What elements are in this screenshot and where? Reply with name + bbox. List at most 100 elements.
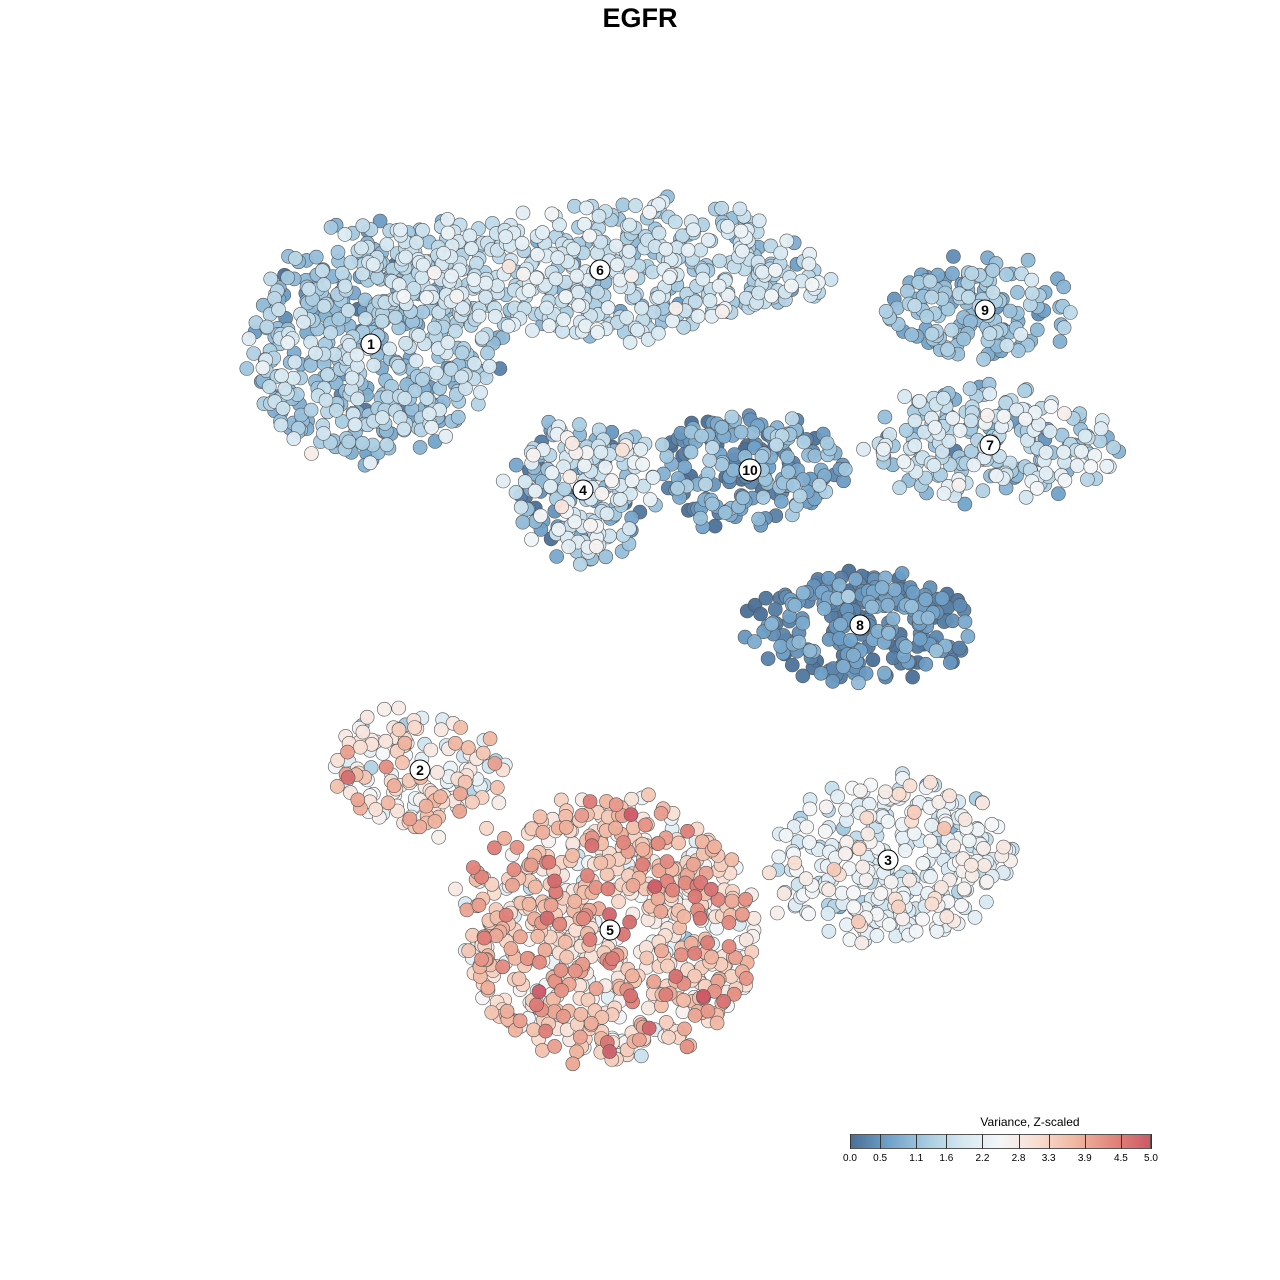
data-point <box>419 290 434 305</box>
data-point <box>702 452 718 468</box>
cluster-label-badge <box>572 479 594 501</box>
data-point <box>527 879 543 895</box>
data-point <box>846 899 862 915</box>
data-point <box>574 808 590 823</box>
data-point <box>408 353 424 369</box>
data-point <box>905 669 920 685</box>
cluster-label-10: 10 <box>738 458 762 482</box>
data-point <box>639 950 655 966</box>
data-point <box>931 795 947 810</box>
data-point <box>479 820 494 836</box>
data-point <box>549 549 565 564</box>
colorbar-tick-mark <box>982 1134 984 1149</box>
data-point <box>961 833 977 849</box>
data-point <box>567 963 583 979</box>
data-point <box>833 617 848 632</box>
data-point <box>709 1015 725 1031</box>
data-point <box>934 591 950 606</box>
data-point <box>771 849 787 865</box>
data-point <box>379 237 395 252</box>
data-point <box>431 829 447 845</box>
data-point <box>724 409 740 425</box>
data-point <box>919 309 935 324</box>
data-point <box>996 839 1011 855</box>
data-point <box>478 289 493 305</box>
data-point <box>813 665 829 681</box>
data-point <box>854 935 870 951</box>
data-point <box>296 314 311 330</box>
data-point <box>375 746 391 761</box>
data-point <box>807 448 823 464</box>
data-point <box>907 438 923 453</box>
data-point <box>579 200 594 216</box>
data-point <box>802 801 818 817</box>
data-point <box>720 219 735 234</box>
data-point <box>280 270 296 285</box>
data-point <box>858 872 874 888</box>
data-point <box>554 983 569 998</box>
data-point <box>474 951 489 967</box>
data-point <box>529 270 544 286</box>
data-point <box>795 668 811 684</box>
cluster-label-badge <box>409 759 431 781</box>
data-point <box>590 325 605 340</box>
data-point <box>543 897 559 913</box>
data-point <box>433 722 449 738</box>
data-point <box>686 222 701 238</box>
data-point <box>513 499 529 515</box>
data-point <box>966 457 982 473</box>
data-point <box>376 701 392 717</box>
data-point <box>784 278 799 294</box>
data-point <box>802 643 818 659</box>
colorbar-tick-label: 2.2 <box>975 1153 990 1164</box>
data-point <box>831 577 847 593</box>
data-point <box>1018 489 1034 505</box>
data-point <box>619 310 634 325</box>
data-point <box>982 386 998 402</box>
data-point <box>440 225 456 241</box>
data-point <box>936 390 951 406</box>
data-point <box>551 521 566 537</box>
data-point <box>526 447 541 463</box>
data-point <box>316 426 331 441</box>
data-point <box>738 932 754 948</box>
data-point <box>286 431 302 447</box>
colorbar-tick-label: 1.1 <box>909 1153 924 1164</box>
data-point <box>982 326 998 342</box>
data-point <box>539 300 554 316</box>
data-point <box>912 631 928 647</box>
data-point <box>897 843 913 858</box>
data-point <box>386 778 402 794</box>
data-point <box>915 856 931 871</box>
data-point <box>905 585 921 600</box>
data-point <box>500 318 516 334</box>
data-point <box>474 869 489 885</box>
data-point <box>755 489 771 505</box>
data-point <box>521 283 537 298</box>
data-point <box>304 446 319 461</box>
data-point <box>621 244 637 259</box>
data-point <box>645 470 661 485</box>
cluster-label-text: 9 <box>981 302 989 318</box>
data-point <box>796 434 812 450</box>
data-point <box>630 322 645 338</box>
data-point <box>469 256 484 271</box>
colorbar-title: Variance, Z-scaled <box>980 1115 1080 1129</box>
data-point <box>535 225 550 240</box>
data-point <box>924 896 940 912</box>
data-point <box>565 1056 581 1072</box>
data-point <box>1052 334 1068 349</box>
data-point <box>891 786 907 802</box>
data-point <box>769 437 784 453</box>
data-point <box>421 406 437 422</box>
data-point <box>517 474 533 490</box>
data-point <box>963 857 979 873</box>
cluster-label-text: 2 <box>416 762 424 778</box>
data-point <box>414 270 430 285</box>
data-point <box>826 862 842 877</box>
data-point <box>776 886 792 901</box>
colorbar-tick-label: 4.5 <box>1113 1153 1128 1164</box>
colorbar-tick-mark <box>850 1134 851 1149</box>
data-point <box>625 878 641 893</box>
data-point <box>880 814 896 829</box>
